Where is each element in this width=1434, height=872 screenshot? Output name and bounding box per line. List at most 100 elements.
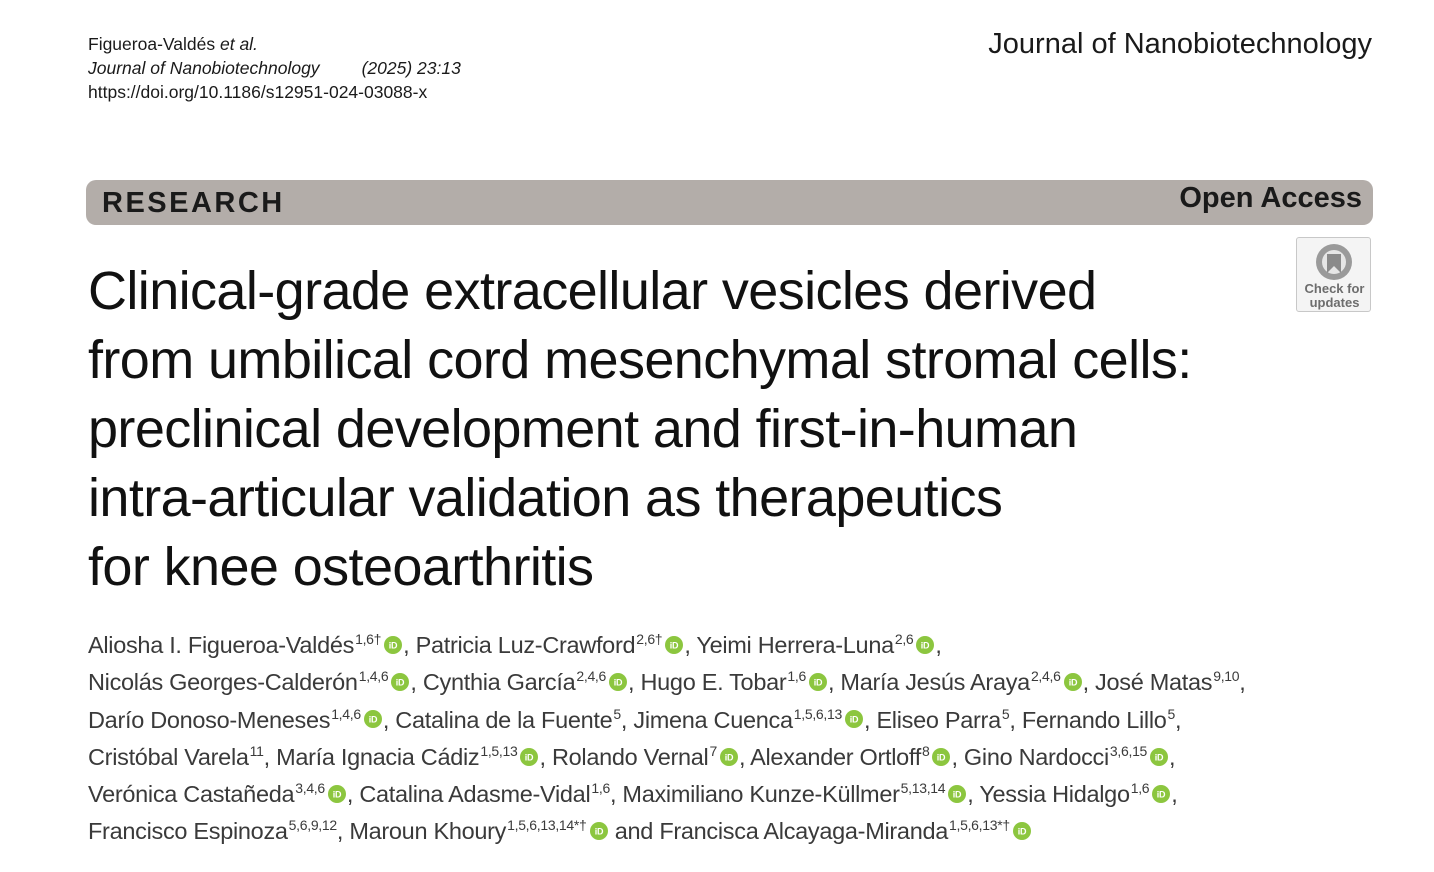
author-affiliation: 2,4,6: [1030, 668, 1061, 685]
orcid-icon[interactable]: iD: [916, 635, 935, 654]
citation-et-al: et al.: [219, 34, 258, 54]
author-name: María Ignacia Cádiz: [276, 743, 480, 770]
author-separator: ,: [863, 706, 877, 733]
author-line: Aliosha I. Figueroa-Valdés1,6† iD, Patric…: [88, 627, 1246, 664]
author-name: Cynthia García: [422, 669, 576, 696]
author-name: Alexander Ortloff: [750, 743, 921, 770]
author-name: Maroun Khoury: [349, 818, 507, 845]
orcid-icon[interactable]: iD: [327, 784, 346, 803]
svg-text:iD: iD: [937, 752, 946, 762]
title-line: intra-articular validation as therapeuti…: [88, 468, 1003, 528]
crossmark-icon: [1316, 244, 1352, 280]
svg-text:iD: iD: [670, 640, 679, 650]
author-affiliation: 2,6: [894, 631, 914, 647]
orcid-icon[interactable]: iD: [1150, 747, 1169, 766]
author-separator: ,: [609, 781, 623, 808]
author-affiliation: 5: [1001, 705, 1010, 722]
author-line: Darío Donoso-Meneses1,4,6 iD, Catalina de…: [88, 702, 1246, 739]
author-separator: ,: [1171, 781, 1178, 808]
author-affiliation: 5,13,14: [900, 780, 946, 797]
open-access-label: Open Access: [1179, 182, 1362, 214]
author-name: Nicolás Georges-Calderón: [88, 669, 358, 696]
svg-text:iD: iD: [850, 715, 859, 725]
svg-text:iD: iD: [614, 678, 623, 688]
orcid-icon[interactable]: iD: [665, 635, 684, 654]
author-separator: ,: [827, 669, 841, 696]
author-separator: ,: [382, 706, 396, 733]
title-line: Clinical-grade extracellular vesicles de…: [88, 261, 1097, 321]
title-line: for knee osteoarthritis: [88, 537, 594, 597]
author-separator: ,: [346, 781, 360, 808]
orcid-icon[interactable]: iD: [808, 673, 827, 692]
article-type: RESEARCH: [102, 187, 285, 219]
orcid-icon[interactable]: iD: [391, 673, 410, 692]
author-line: Francisco Espinoza5,6,9,12, Maroun Khour…: [88, 813, 1246, 850]
author-affiliation: 2,4,6: [576, 668, 607, 685]
author-affiliation: 5: [613, 705, 621, 722]
author-separator: ,: [1082, 669, 1096, 696]
orcid-icon[interactable]: iD: [948, 784, 967, 803]
svg-text:iD: iD: [921, 640, 930, 650]
author-name: Rolando Vernal: [551, 743, 709, 770]
orcid-icon[interactable]: iD: [1063, 673, 1082, 692]
orcid-icon[interactable]: iD: [932, 747, 951, 766]
author-separator: ,: [403, 632, 416, 658]
orcid-icon[interactable]: iD: [363, 710, 382, 729]
author-name: Catalina de la Fuente: [395, 706, 613, 733]
author-affiliation: 1,5,13: [480, 742, 518, 759]
author-affiliation: 1,4,6: [331, 705, 361, 722]
author-list: Aliosha I. Figueroa-Valdés1,6† iD, Patric…: [88, 627, 1246, 851]
orcid-icon[interactable]: iD: [719, 747, 738, 766]
author-separator: ,: [336, 818, 350, 845]
citation-journal: Journal of Nanobiotechnology: [88, 58, 320, 78]
svg-text:iD: iD: [725, 752, 734, 762]
orcid-icon[interactable]: iD: [589, 822, 608, 841]
author-name: Hugo E. Tobar: [640, 669, 787, 696]
author-affiliation: 1,6: [591, 780, 610, 797]
author-name: Fernando Lillo: [1021, 706, 1167, 733]
svg-text:iD: iD: [1068, 678, 1077, 688]
author-separator: ,: [1009, 706, 1022, 733]
svg-text:iD: iD: [814, 678, 823, 688]
author-affiliation: 3,6,15: [1109, 742, 1148, 759]
svg-text:iD: iD: [333, 789, 342, 799]
author-name: Cristóbal Varela: [88, 743, 249, 770]
title-line: from umbilical cord mesenchymal stromal …: [88, 330, 1192, 390]
check-updates-line1: Check for: [1304, 281, 1365, 296]
orcid-icon[interactable]: iD: [1012, 822, 1031, 841]
article-type-banner: RESEARCH Open Access: [86, 180, 1373, 225]
author-affiliation: 8: [921, 742, 930, 759]
author-affiliation: 2,6†: [636, 631, 663, 647]
author-separator: ,: [684, 632, 697, 658]
orcid-icon[interactable]: iD: [609, 673, 628, 692]
author-separator: ,: [967, 781, 980, 808]
author-affiliation: 9,10: [1213, 668, 1240, 685]
author-affiliation: 5,6,9,12: [288, 817, 338, 834]
author-name: Francisca Alcayaga-Miranda: [659, 818, 949, 845]
doi-link[interactable]: https://doi.org/10.1186/s12951-024-03088…: [88, 82, 428, 102]
citation-journal-row: Journal of Nanobiotechnology (2025) 23:13: [88, 56, 461, 80]
orcid-icon[interactable]: iD: [384, 635, 403, 654]
orcid-icon[interactable]: iD: [844, 710, 863, 729]
svg-text:iD: iD: [369, 715, 378, 725]
author-affiliation: 3,4,6: [295, 780, 325, 797]
author-separator: ,: [1169, 743, 1176, 770]
author-name: Verónica Castañeda: [88, 781, 295, 808]
author-name: Gino Nardocci: [963, 743, 1109, 770]
orcid-icon[interactable]: iD: [1152, 784, 1171, 803]
author-affiliation: 1,6†: [355, 631, 382, 647]
author-separator: ,: [1175, 706, 1182, 733]
check-for-updates-button[interactable]: Check for updates: [1296, 237, 1371, 312]
citation-authors: Figueroa-Valdés et al.: [88, 32, 461, 56]
author-name: Yeimi Herrera-Luna: [696, 632, 894, 658]
author-name: Darío Donoso-Meneses: [88, 706, 331, 733]
author-name: Eliseo Parra: [876, 706, 1001, 733]
author-line: Cristóbal Varela11, María Ignacia Cádiz1…: [88, 739, 1246, 776]
author-name: María Jesús Araya: [840, 669, 1030, 696]
author-name: Francisco Espinoza: [88, 818, 288, 845]
orcid-icon[interactable]: iD: [520, 747, 539, 766]
author-separator: ,: [628, 669, 641, 696]
author-separator: ,: [263, 743, 277, 770]
author-name: Jimena Cuenca: [633, 706, 793, 733]
article-title: Clinical-grade extracellular vesicles de…: [88, 257, 1363, 602]
